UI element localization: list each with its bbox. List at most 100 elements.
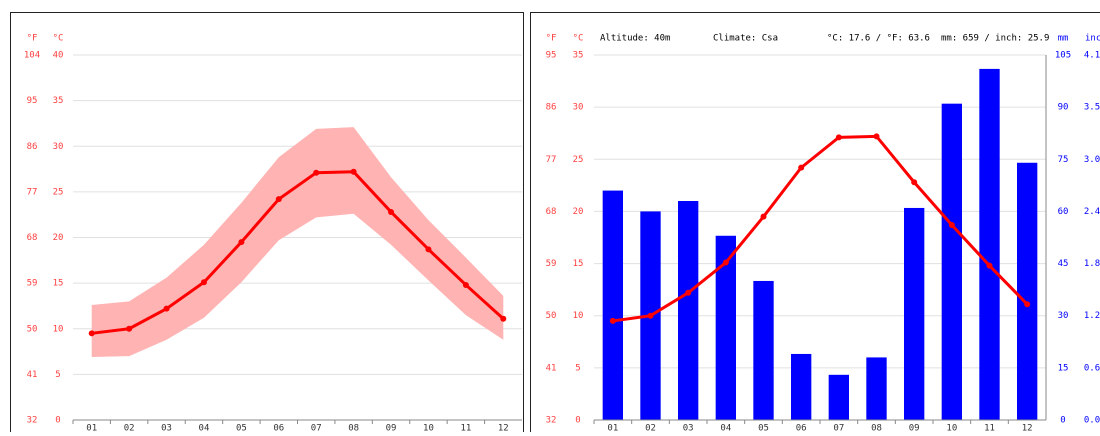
- x-tick-label: 07: [311, 424, 322, 433]
- unit-label: °F: [546, 34, 557, 44]
- climate: Climate: Csa: [713, 34, 778, 44]
- temp-point: [89, 330, 95, 336]
- y-tick-label: 15: [53, 279, 64, 289]
- y2-tick-label: 30: [1058, 311, 1069, 321]
- y2-tick-label: 90: [1058, 103, 1069, 113]
- f-tick-label: 59: [27, 279, 38, 289]
- bar: [829, 375, 849, 420]
- y-tick-label: 15: [573, 259, 584, 269]
- bar: [942, 104, 962, 420]
- inch-tick-label: 1.2: [1084, 311, 1100, 321]
- f-tick-label: 41: [546, 363, 557, 373]
- x-tick-label: 08: [348, 424, 359, 433]
- temp-point: [723, 260, 729, 266]
- f-tick-label: 32: [546, 416, 557, 426]
- x-tick-label: 05: [758, 424, 769, 433]
- y-tick-label: 35: [53, 96, 64, 106]
- y-tick-label: 25: [573, 155, 584, 165]
- y-tick-label: 20: [573, 207, 584, 217]
- unit-label: °C: [53, 34, 64, 44]
- y-tick-label: 10: [573, 311, 584, 321]
- temp-point: [761, 214, 767, 220]
- f-tick-label: 50: [546, 311, 557, 321]
- x-tick-label: 04: [720, 424, 731, 433]
- y-tick-label: 25: [53, 187, 64, 197]
- x-tick-label: 10: [423, 424, 434, 433]
- temp-point: [798, 165, 804, 171]
- inch-tick-label: 0.6: [1084, 363, 1100, 373]
- x-tick-label: 02: [645, 424, 656, 433]
- temp-point: [351, 169, 357, 175]
- f-tick-label: 86: [27, 142, 38, 152]
- x-tick-label: 09: [386, 424, 397, 433]
- f-tick-label: 86: [546, 103, 557, 113]
- x-tick-label: 12: [498, 424, 509, 433]
- unit-label: inch: [1085, 34, 1100, 44]
- temp-point: [500, 316, 506, 322]
- y-tick-label: 5: [575, 363, 580, 373]
- inch-tick-label: 4.1: [1084, 51, 1100, 61]
- bar: [753, 281, 773, 420]
- y2-tick-label: 45: [1058, 259, 1069, 269]
- temp-point: [874, 133, 880, 139]
- temp-point: [1024, 301, 1030, 307]
- unit-label: °C: [573, 34, 584, 44]
- x-tick-label: 05: [236, 424, 247, 433]
- x-tick-label: 06: [796, 424, 807, 433]
- y-tick-label: 30: [573, 103, 584, 113]
- bar: [1017, 163, 1037, 420]
- altitude: Altitude: 40m: [600, 34, 670, 44]
- temp-point: [836, 134, 842, 140]
- bar: [791, 354, 811, 420]
- bar: [866, 357, 886, 420]
- f-tick-label: 32: [27, 416, 38, 426]
- f-tick-label: 104: [24, 51, 40, 61]
- x-tick-label: 11: [460, 424, 471, 433]
- f-tick-label: 77: [546, 155, 557, 165]
- temp-point: [648, 313, 654, 319]
- y2-tick-label: 60: [1058, 207, 1069, 217]
- bar: [603, 191, 623, 420]
- x-tick-label: 06: [273, 424, 284, 433]
- temp-line: [613, 136, 1027, 321]
- y2-tick-label: 75: [1058, 155, 1069, 165]
- temp-point: [911, 179, 917, 185]
- y-tick-label: 20: [53, 233, 64, 243]
- x-tick-label: 01: [86, 424, 97, 433]
- y-tick-label: 40: [53, 51, 64, 61]
- x-tick-label: 07: [833, 424, 844, 433]
- y2-tick-label: 105: [1055, 51, 1071, 61]
- f-tick-label: 50: [27, 324, 38, 334]
- temp-point: [949, 222, 955, 228]
- x-tick-label: 01: [607, 424, 618, 433]
- bar: [979, 69, 999, 420]
- temp-point: [276, 196, 282, 202]
- temp-point: [201, 279, 207, 285]
- y2-tick-label: 15: [1058, 363, 1069, 373]
- temp-range: [92, 127, 504, 357]
- temp-point: [238, 239, 244, 245]
- bar: [904, 208, 924, 420]
- y-tick-label: 5: [55, 370, 60, 380]
- x-tick-label: 02: [124, 424, 135, 433]
- x-tick-label: 03: [683, 424, 694, 433]
- f-tick-label: 95: [546, 51, 557, 61]
- unit-label: °F: [27, 34, 38, 44]
- y-tick-label: 35: [573, 51, 584, 61]
- temp-point: [685, 290, 691, 296]
- y-tick-label: 0: [55, 416, 60, 426]
- x-tick-label: 04: [199, 424, 210, 433]
- f-tick-label: 95: [27, 96, 38, 106]
- f-tick-label: 59: [546, 259, 557, 269]
- temp-point: [164, 306, 170, 312]
- inch-tick-label: 3.0: [1084, 155, 1100, 165]
- y-tick-label: 30: [53, 142, 64, 152]
- temp-point: [987, 263, 993, 269]
- x-tick-label: 08: [871, 424, 882, 433]
- inch-tick-label: 1.8: [1084, 259, 1100, 269]
- bar: [678, 201, 698, 420]
- x-tick-label: 03: [161, 424, 172, 433]
- temp-point: [313, 170, 319, 176]
- f-tick-label: 68: [546, 207, 557, 217]
